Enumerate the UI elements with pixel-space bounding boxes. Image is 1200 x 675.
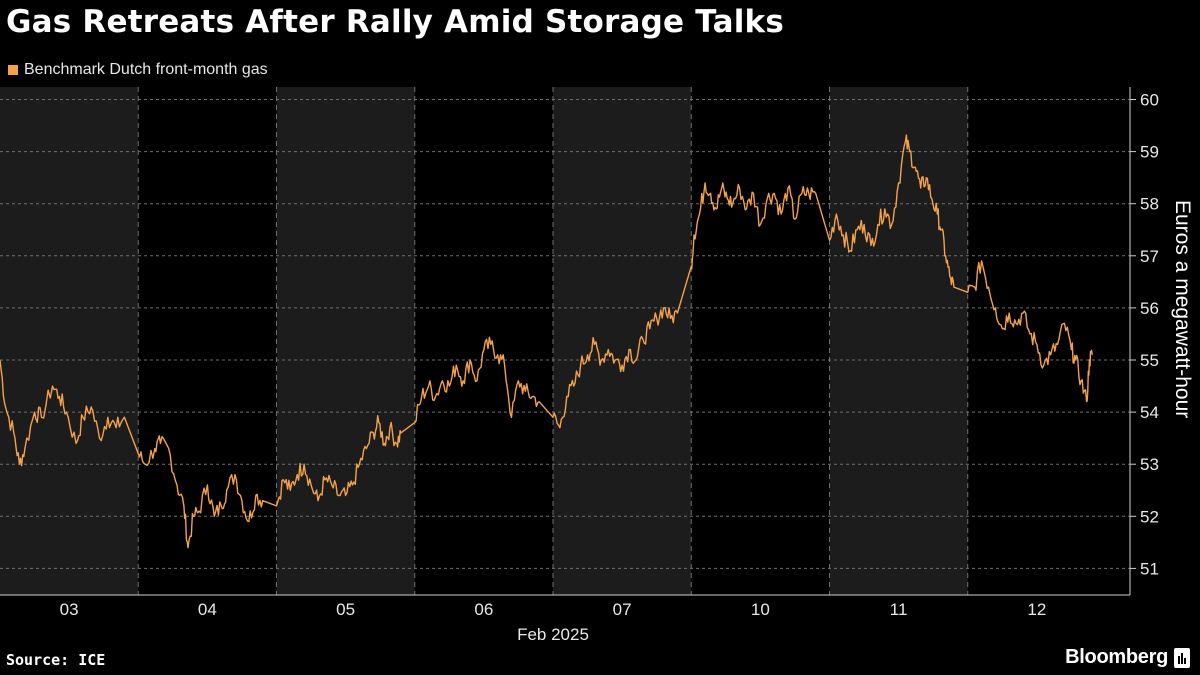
x-tick-label: 04 xyxy=(198,600,217,619)
y-tick-label: 53 xyxy=(1140,455,1159,474)
y-axis-title: Euros a megawatt-hour xyxy=(1171,200,1194,418)
chart-title: Gas Retreats After Rally Amid Storage Ta… xyxy=(6,4,784,40)
x-tick-label: 07 xyxy=(613,600,632,619)
brand-name: Bloomberg xyxy=(1065,646,1168,668)
x-tick-label: 12 xyxy=(1027,600,1046,619)
x-axis-title: Feb 2025 xyxy=(517,625,589,644)
y-tick-label: 56 xyxy=(1140,299,1159,318)
session-shade xyxy=(553,87,692,595)
x-tick-label: 06 xyxy=(474,600,493,619)
x-tick-label: 03 xyxy=(60,600,79,619)
source-note: Source: ICE xyxy=(6,651,106,669)
y-tick-label: 51 xyxy=(1140,559,1159,578)
y-tick-label: 59 xyxy=(1140,143,1159,162)
y-tick-label: 54 xyxy=(1140,403,1159,422)
x-axis: 03 04 05 06 07 10 11 12 xyxy=(0,594,1130,619)
session-shading xyxy=(0,87,968,595)
x-tick-label: 10 xyxy=(751,600,770,619)
y-tick-label: 52 xyxy=(1140,507,1159,526)
bloomberg-mark-icon xyxy=(1174,647,1190,668)
x-tick-label: 05 xyxy=(336,600,355,619)
session-shade xyxy=(0,87,139,595)
y-tick-label: 55 xyxy=(1140,351,1159,370)
bloomberg-logo: Bloomberg xyxy=(1065,646,1190,669)
y-tick-label: 58 xyxy=(1140,195,1159,214)
legend-swatch xyxy=(8,65,18,75)
gridlines xyxy=(0,87,1130,595)
session-shade xyxy=(276,87,415,595)
y-axis: 51 52 53 54 55 56 57 58 59 60 xyxy=(1129,87,1159,595)
y-tick-label: 60 xyxy=(1140,91,1159,110)
session-shade xyxy=(829,87,968,595)
series-line-dutch-gas xyxy=(0,134,1093,549)
y-tick-label: 57 xyxy=(1140,247,1159,266)
series-layer xyxy=(0,134,1093,549)
legend-label: Benchmark Dutch front-month gas xyxy=(24,61,268,78)
x-tick-label: 11 xyxy=(890,600,908,619)
legend: Benchmark Dutch front-month gas xyxy=(8,61,268,79)
